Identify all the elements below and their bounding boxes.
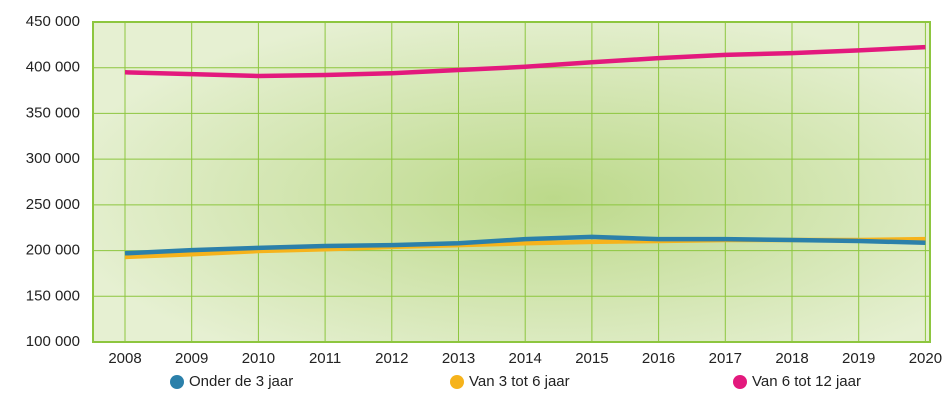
x-tick-label: 2014 [509, 350, 542, 367]
x-tick-label: 2009 [175, 350, 208, 367]
y-tick-label: 300 000 [26, 150, 80, 167]
legend-marker [733, 375, 747, 389]
x-tick-label: 2015 [575, 350, 608, 367]
x-tick-label: 2018 [775, 350, 808, 367]
y-tick-label: 200 000 [26, 242, 80, 259]
legend-label: Van 6 tot 12 jaar [752, 373, 861, 390]
plot-area [92, 21, 931, 343]
y-tick-label: 150 000 [26, 287, 80, 304]
legend-marker [450, 375, 464, 389]
x-tick-label: 2010 [242, 350, 275, 367]
y-tick-label: 250 000 [26, 196, 80, 213]
y-tick-label: 400 000 [26, 59, 80, 76]
legend-label: Onder de 3 jaar [189, 373, 293, 390]
y-tick-label: 350 000 [26, 104, 80, 121]
x-tick-label: 2013 [442, 350, 475, 367]
series-line [124, 234, 926, 256]
y-tick-label: 450 000 [26, 13, 80, 30]
x-tick-label: 2017 [709, 350, 742, 367]
x-tick-label: 2016 [642, 350, 675, 367]
series-line [124, 44, 926, 79]
x-tick-label: 2019 [842, 350, 875, 367]
x-tick-label: 2012 [375, 350, 408, 367]
x-tick-label: 2008 [108, 350, 141, 367]
x-tick-label: 2020 [909, 350, 942, 367]
legend-label: Van 3 tot 6 jaar [469, 373, 570, 390]
legend-marker [170, 375, 184, 389]
x-tick-label: 2011 [309, 350, 341, 367]
y-tick-label: 100 000 [26, 333, 80, 350]
